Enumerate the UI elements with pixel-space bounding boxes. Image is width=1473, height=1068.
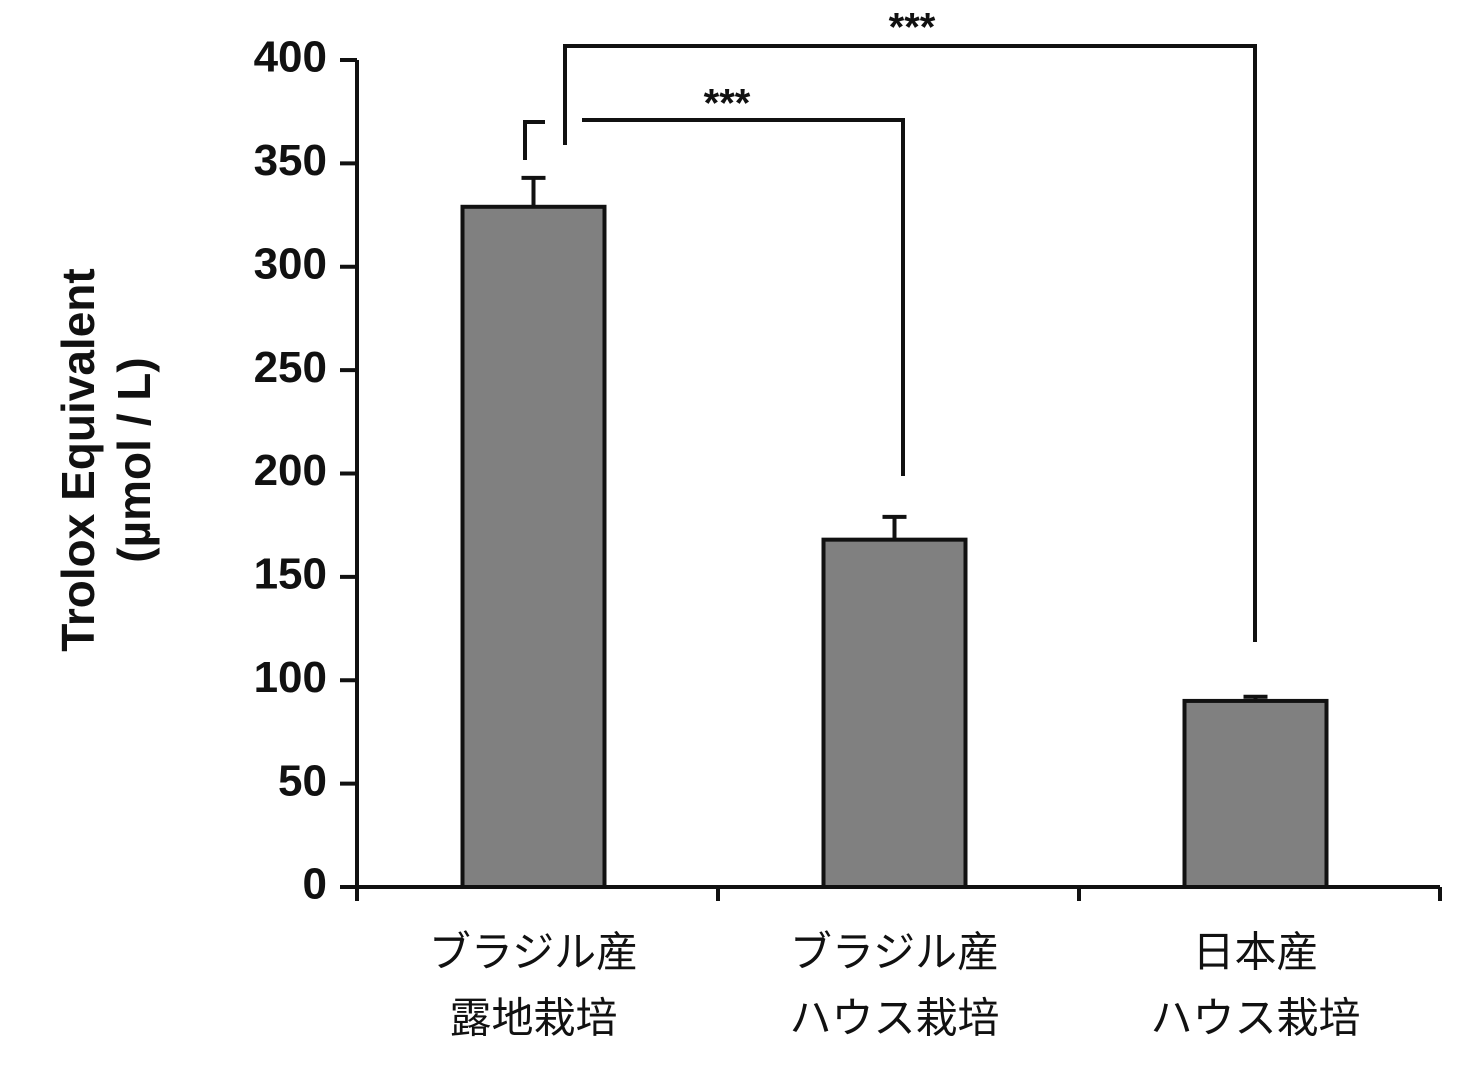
error-bar (882, 514, 907, 540)
y-tick-label: 400 (254, 33, 327, 82)
x-tick-label: 露地栽培 (449, 994, 617, 1043)
x-tick-label: 日本産 (1192, 928, 1318, 977)
y-axis-label: Trolox Equivalent (52, 268, 104, 651)
y-tick-label: 100 (254, 653, 327, 702)
y-tick-label: 50 (278, 756, 327, 805)
significance: *** (704, 82, 751, 126)
x-tick-label: ハウス栽培 (789, 994, 999, 1043)
x-tick-label: ブラジル産 (429, 928, 638, 977)
x-tick-label: ハウス栽培 (1150, 994, 1360, 1043)
y-tick-label: 350 (254, 136, 327, 185)
y-axis-label: (µmol / L) (108, 357, 160, 562)
bar (1182, 698, 1329, 889)
x-tick-label: ブラジル産 (790, 928, 999, 977)
error-bar (521, 175, 546, 207)
bar (821, 537, 968, 889)
bracket (523, 120, 545, 160)
error-bar (1243, 694, 1268, 701)
y-tick-label: 200 (254, 446, 327, 495)
bracket (563, 44, 1257, 642)
y-tick-label: 300 (254, 239, 327, 288)
significance: *** (889, 6, 936, 50)
y-tick-label: 250 (254, 343, 327, 392)
y-tick-label: 0 (303, 860, 327, 909)
bracket (582, 118, 905, 476)
bar (460, 204, 607, 890)
y-tick-label: 150 (254, 550, 327, 599)
